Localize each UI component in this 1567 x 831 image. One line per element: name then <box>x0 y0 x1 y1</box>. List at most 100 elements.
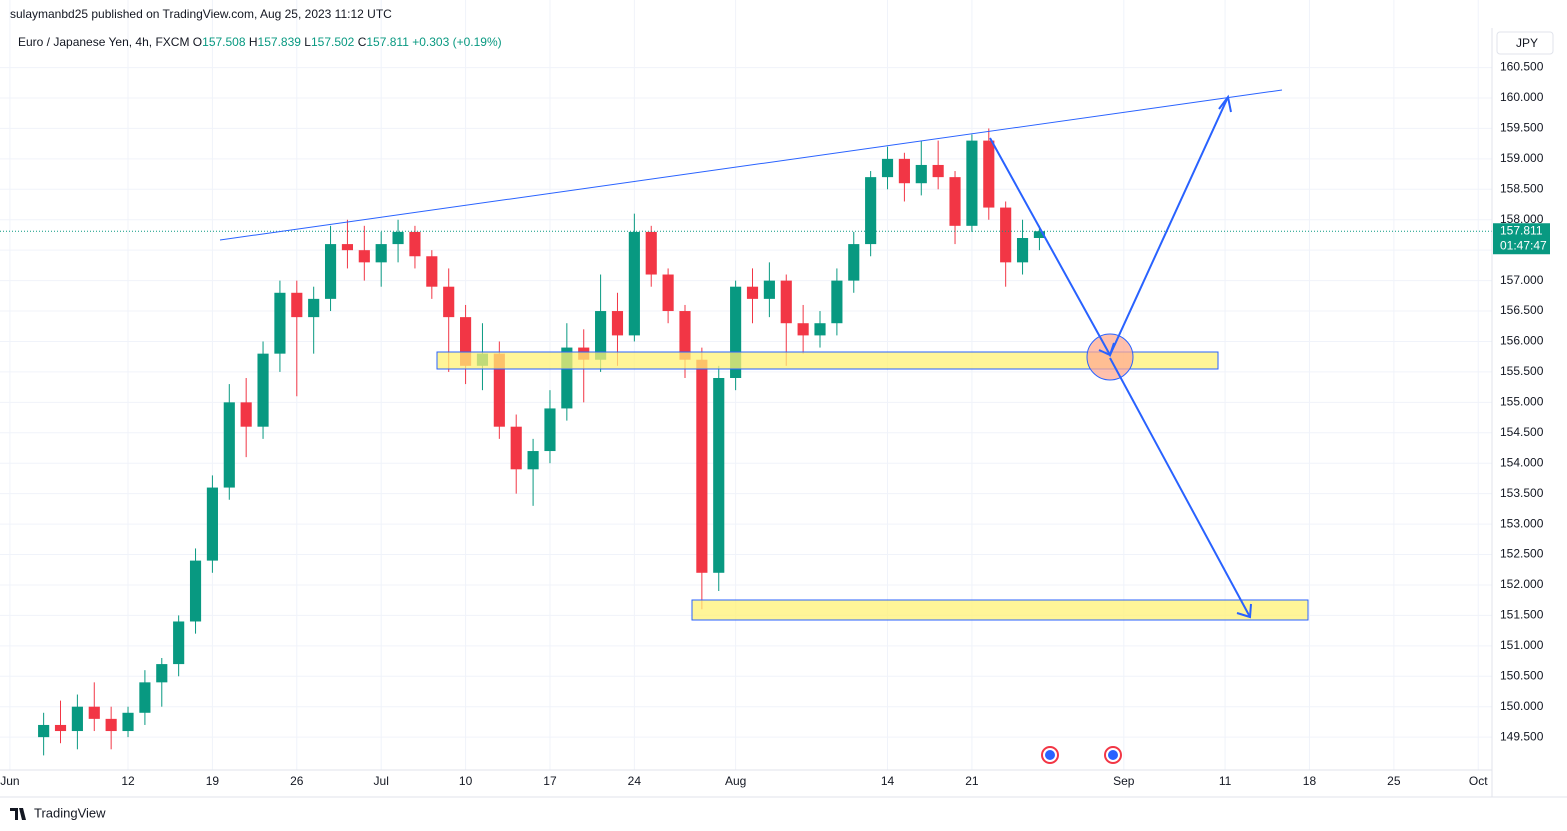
candle-body <box>291 292 303 318</box>
brand-logo <box>10 808 26 820</box>
candle-body <box>156 664 168 683</box>
candle-body <box>460 317 472 366</box>
x-tick-label: Oct <box>1469 774 1488 788</box>
candle-body <box>1033 231 1045 238</box>
y-tick-label: 159.500 <box>1500 121 1544 135</box>
y-tick-label: 154.500 <box>1500 425 1544 439</box>
x-tick-label: Sep <box>1113 774 1135 788</box>
y-tick-label: 152.000 <box>1500 577 1544 591</box>
price-label: 157.811 <box>1500 223 1543 237</box>
candle-body <box>1016 238 1029 263</box>
zone <box>436 351 1219 370</box>
candle-body <box>763 280 775 299</box>
o-label: O <box>192 35 203 49</box>
y-tick-label: 157.000 <box>1500 273 1544 287</box>
event-icon[interactable] <box>1041 746 1059 764</box>
event-icon[interactable] <box>1045 750 1055 760</box>
candle-body <box>966 140 978 226</box>
drawings <box>219 89 1309 764</box>
x-tick-label: 11 <box>1219 774 1232 788</box>
grid <box>0 0 1492 770</box>
candle-body <box>527 451 539 470</box>
y-tick-label: 149.500 <box>1500 729 1544 743</box>
candle-body <box>54 724 67 732</box>
candle-body <box>898 158 910 184</box>
y-tick-label: 153.500 <box>1500 486 1544 500</box>
arrow <box>1109 357 1251 618</box>
l-label: L <box>304 35 311 49</box>
x-tick-label: 24 <box>628 774 642 788</box>
candle-body <box>105 718 117 732</box>
candle-body <box>848 244 860 281</box>
candle-body <box>595 311 607 360</box>
x-tick-label: 25 <box>1387 774 1401 788</box>
candle-body <box>814 323 826 336</box>
symbol: Euro / Japanese Yen, 4h, FXCM <box>18 35 190 49</box>
countdown: 01:47:47 <box>1500 238 1547 252</box>
candle-body <box>223 402 235 488</box>
event-icon[interactable] <box>1108 750 1118 760</box>
c-label: C <box>357 35 367 49</box>
candle-body <box>915 164 927 184</box>
candle-body <box>932 164 944 178</box>
y-tick-label: 159.000 <box>1500 151 1544 165</box>
h-label: H <box>248 35 258 49</box>
candle-body <box>38 724 50 738</box>
candle-body <box>274 292 286 354</box>
candle-body <box>71 706 83 732</box>
publish-info: sulaymanbd25 published on TradingView.co… <box>10 7 392 21</box>
l-value: 157.502 <box>310 35 355 49</box>
candle-body <box>139 682 151 713</box>
candle-body <box>443 286 455 318</box>
candle-body <box>173 621 185 665</box>
event-icon[interactable] <box>1104 746 1122 764</box>
y-tick-label: 156.000 <box>1500 334 1544 348</box>
candles <box>0 128 1492 756</box>
y-tick-label: 150.500 <box>1500 668 1544 682</box>
candle-body <box>611 311 624 336</box>
x-tick-label: Jun <box>0 774 19 788</box>
candle-body <box>493 353 505 427</box>
candle-body <box>88 706 100 719</box>
h-value: 157.839 <box>257 35 301 49</box>
y-tick-label: 155.000 <box>1500 395 1544 409</box>
candle-body <box>746 286 759 299</box>
candle-body <box>392 231 404 245</box>
axes: 149.500 150.000 150.500 151.000 151.500 152.0… <box>0 60 1550 788</box>
y-tick-label: 160.000 <box>1500 90 1544 104</box>
candle-body <box>409 231 421 257</box>
candle-body <box>206 487 218 561</box>
currency-button[interactable] <box>1496 31 1554 55</box>
y-tick-label: 153.000 <box>1500 516 1544 530</box>
x-tick-label: Jul <box>374 774 389 788</box>
y-tick-label: 155.500 <box>1500 364 1544 378</box>
candle-body <box>375 244 387 263</box>
x-tick-label: Aug <box>725 774 746 788</box>
brand: TradingView <box>34 805 106 820</box>
candle-body <box>662 274 674 312</box>
candle-body <box>797 323 809 336</box>
candle-body <box>865 177 877 245</box>
candle-body <box>831 280 843 324</box>
x-tick-label: 19 <box>206 774 220 788</box>
y-tick-label: 156.500 <box>1500 303 1544 317</box>
candle-body <box>679 311 691 360</box>
x-tick-label: 17 <box>543 774 557 788</box>
x-tick-label: 26 <box>290 774 304 788</box>
candle-body <box>257 353 269 427</box>
candle-body <box>358 250 370 263</box>
y-tick-label: 154.000 <box>1500 455 1544 469</box>
price-label-box <box>1493 223 1550 255</box>
y-tick-label: 160.500 <box>1500 60 1544 74</box>
candle-body <box>730 286 742 378</box>
y-tick-label: 151.000 <box>1500 638 1544 652</box>
arrow <box>989 96 1229 358</box>
candle-body <box>645 231 657 275</box>
zone <box>691 599 1309 621</box>
candle-body <box>628 231 640 336</box>
candle-body <box>324 244 337 299</box>
candle-body <box>341 244 354 251</box>
y-tick-label: 152.500 <box>1500 547 1544 561</box>
arrow-head <box>1218 94 1232 113</box>
